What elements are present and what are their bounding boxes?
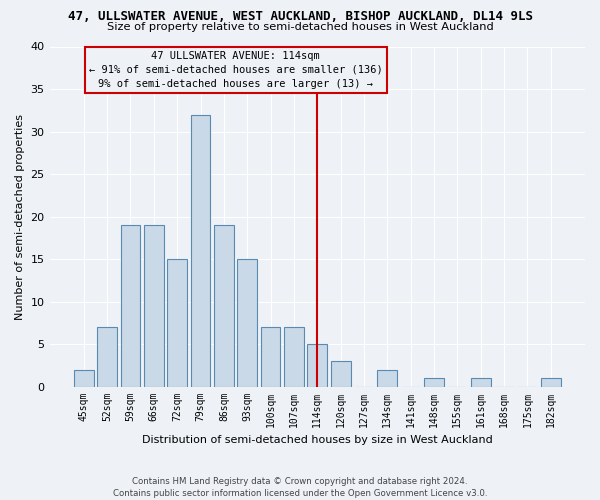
Bar — [284, 327, 304, 386]
Bar — [191, 114, 211, 386]
Text: Size of property relative to semi-detached houses in West Auckland: Size of property relative to semi-detach… — [107, 22, 493, 32]
Bar — [307, 344, 327, 387]
Bar — [541, 378, 560, 386]
Bar — [144, 225, 164, 386]
Bar — [97, 327, 117, 386]
Bar — [167, 259, 187, 386]
Bar — [121, 225, 140, 386]
Text: 47 ULLSWATER AVENUE: 114sqm
← 91% of semi-detached houses are smaller (136)
9% o: 47 ULLSWATER AVENUE: 114sqm ← 91% of sem… — [89, 51, 382, 89]
Bar — [424, 378, 444, 386]
Bar — [260, 327, 280, 386]
Bar — [377, 370, 397, 386]
Y-axis label: Number of semi-detached properties: Number of semi-detached properties — [15, 114, 25, 320]
X-axis label: Distribution of semi-detached houses by size in West Auckland: Distribution of semi-detached houses by … — [142, 435, 493, 445]
Bar — [238, 259, 257, 386]
Bar — [74, 370, 94, 386]
Text: Contains HM Land Registry data © Crown copyright and database right 2024.
Contai: Contains HM Land Registry data © Crown c… — [113, 476, 487, 498]
Bar — [471, 378, 491, 386]
Text: 47, ULLSWATER AVENUE, WEST AUCKLAND, BISHOP AUCKLAND, DL14 9LS: 47, ULLSWATER AVENUE, WEST AUCKLAND, BIS… — [67, 10, 533, 23]
Bar — [214, 225, 234, 386]
Bar — [331, 361, 350, 386]
